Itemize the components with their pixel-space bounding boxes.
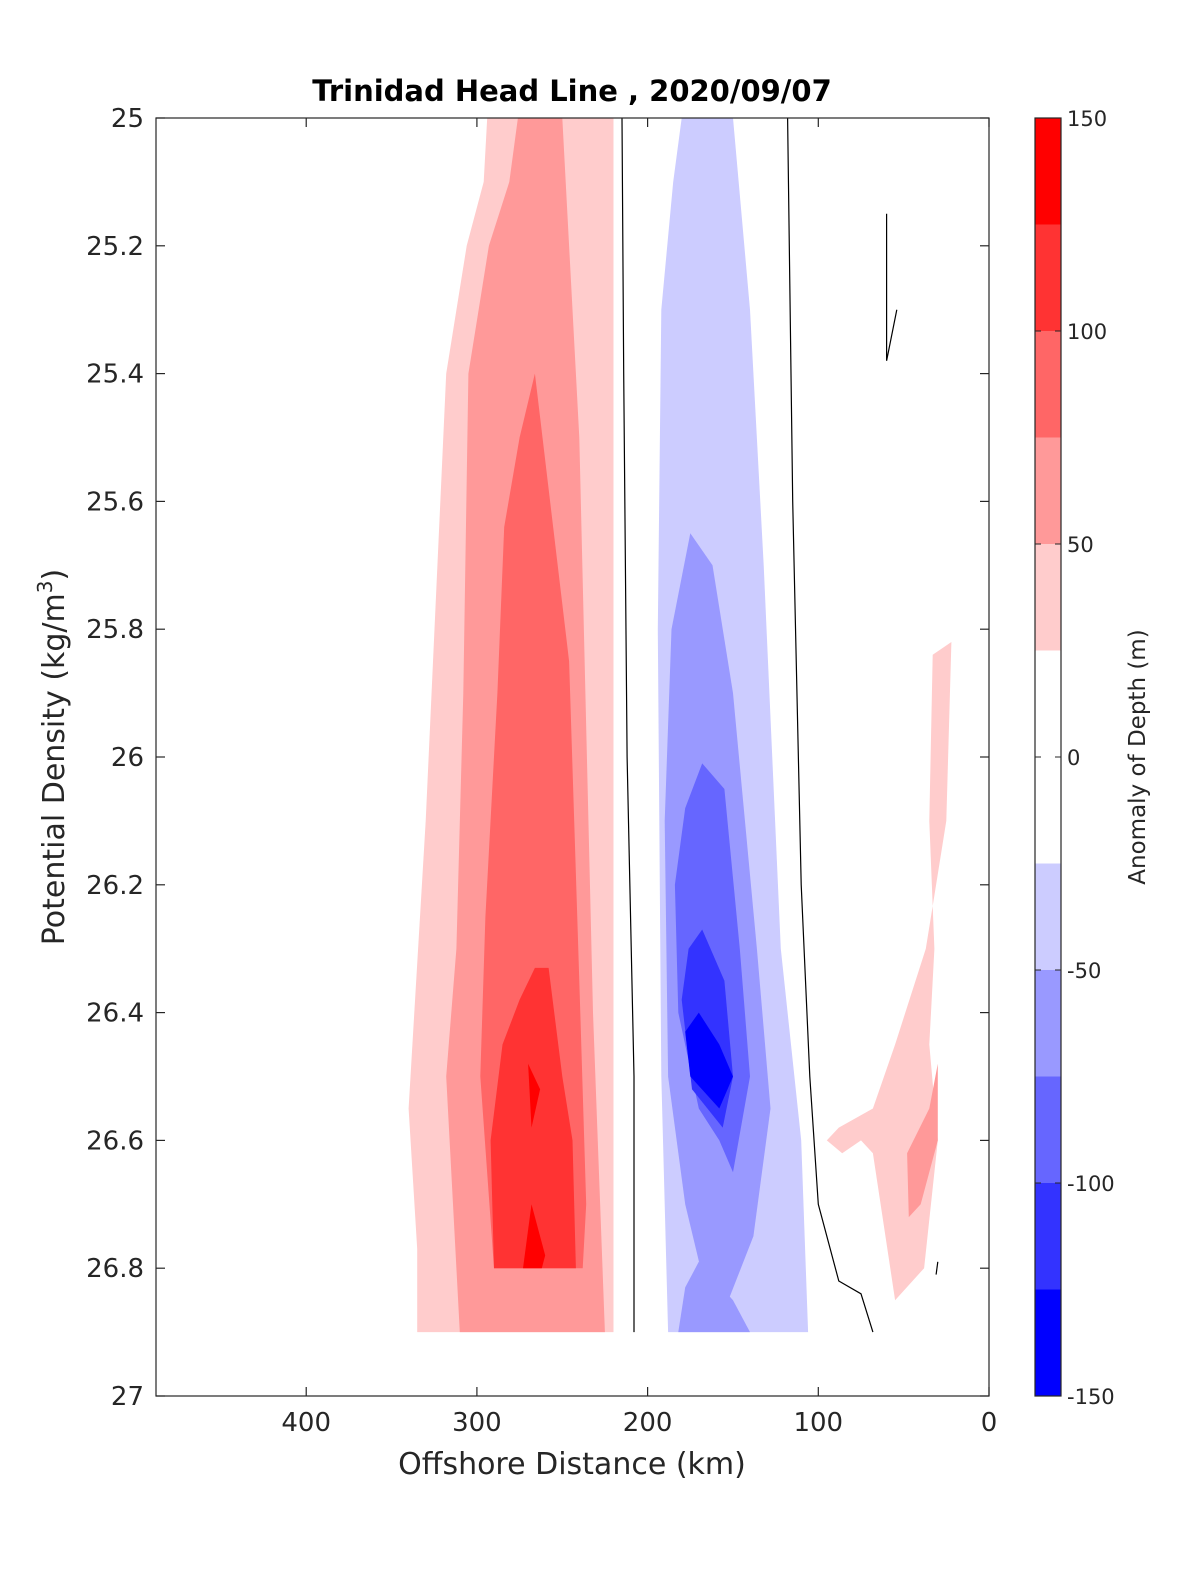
- y-tick-label: 25.4: [86, 360, 144, 390]
- colorbar-band-3: [1035, 970, 1061, 1077]
- colorbar-band-9: [1035, 224, 1061, 331]
- colorbar-ticks: 150 100 50 0 -50 -100 -150: [1035, 107, 1115, 1409]
- y-axis-title-superscript: 3: [33, 580, 57, 593]
- zero-contour-line-1: [787, 117, 874, 1333]
- y-tick-label: 26.4: [86, 999, 144, 1029]
- x-tick-label: 400: [281, 1408, 331, 1438]
- colorbar-band-1: [1035, 1183, 1061, 1290]
- x-tick-label: 100: [793, 1408, 843, 1438]
- x-tick-label: 300: [452, 1408, 502, 1438]
- y-tick-label: 25.8: [86, 615, 144, 645]
- y-tick-label: 26.2: [86, 871, 144, 901]
- colorbar-title: Anomaly of Depth (m): [1125, 629, 1151, 884]
- contour-region-13: [907, 1063, 938, 1218]
- y-tick-label: 25.6: [86, 487, 144, 517]
- contour-region-8: [678, 1261, 750, 1333]
- colorbar-tick-label: 150: [1067, 107, 1107, 131]
- x-tick-label: 0: [981, 1408, 998, 1438]
- colorbar-tick-label: 0: [1067, 746, 1080, 770]
- colorbar-tick-label: -50: [1067, 959, 1101, 983]
- y-axis-title: Potential Density (kg/m3): [33, 569, 72, 945]
- y-tick-label: 26: [111, 743, 144, 773]
- colorbar: [1035, 118, 1061, 1396]
- y-tick-label: 25.2: [86, 232, 144, 262]
- y-axis-title-end: ): [37, 569, 72, 581]
- y-tick-label: 25: [111, 104, 144, 134]
- colorbar-band-10: [1035, 118, 1061, 225]
- y-tick-label: 26.8: [86, 1254, 144, 1284]
- chart-title: Trinidad Head Line , 2020/09/07: [312, 74, 832, 108]
- zero-contour-line-0: [621, 117, 635, 1333]
- contour-region-4: [528, 1063, 541, 1128]
- colorbar-band-6: [1035, 544, 1061, 651]
- x-tick-label: 200: [623, 1408, 673, 1438]
- x-axis-ticks: 400 300 200 100 0: [281, 118, 997, 1438]
- colorbar-tick-label: -100: [1067, 1172, 1115, 1196]
- colorbar-band-2: [1035, 1076, 1061, 1183]
- colorbar-tick-label: -150: [1067, 1385, 1115, 1409]
- y-tick-label: 27: [111, 1382, 144, 1412]
- y-axis-ticks: 25 25.2 25.4 25.6 25.8 26 26.2 26.4 26.6 26.8 27: [86, 104, 989, 1412]
- colorbar-band-8: [1035, 331, 1061, 438]
- contour-region-5: [523, 1204, 546, 1269]
- zero-contour-line-2: [885, 213, 898, 361]
- colorbar-tick-label: 50: [1067, 533, 1094, 557]
- y-tick-label: 26.6: [86, 1126, 144, 1156]
- y-axis-title-main: Potential Density (kg/m: [37, 593, 72, 945]
- colorbar-band-7: [1035, 437, 1061, 544]
- colorbar-band-0: [1035, 1289, 1061, 1396]
- zero-contour-line-3: [935, 1261, 939, 1275]
- contour-region-11: [685, 1012, 733, 1109]
- colorbar-band-4: [1035, 863, 1061, 970]
- x-axis-title: Offshore Distance (km): [398, 1447, 746, 1482]
- zero-contour-lines: [621, 117, 939, 1333]
- colorbar-tick-label: 100: [1067, 320, 1107, 344]
- filled-contour-regions: [408, 118, 952, 1333]
